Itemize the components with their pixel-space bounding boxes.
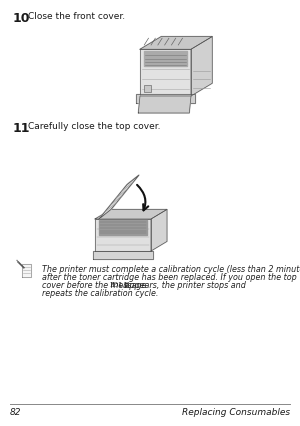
Text: IDLE: IDLE [110, 280, 130, 288]
Polygon shape [99, 220, 147, 236]
Polygon shape [136, 95, 195, 104]
Polygon shape [100, 176, 138, 219]
Text: Replacing Consumables: Replacing Consumables [182, 407, 290, 416]
Polygon shape [99, 176, 139, 219]
Text: 11: 11 [13, 122, 31, 135]
Text: cover before the message: cover before the message [42, 280, 149, 289]
Text: Carefully close the top cover.: Carefully close the top cover. [28, 122, 161, 131]
Polygon shape [22, 265, 31, 277]
Polygon shape [95, 219, 151, 251]
Bar [144, 86, 151, 92]
Polygon shape [140, 50, 191, 97]
Polygon shape [191, 37, 212, 97]
Polygon shape [151, 210, 167, 251]
Polygon shape [144, 52, 187, 67]
Polygon shape [95, 210, 167, 219]
Polygon shape [140, 37, 212, 50]
Text: 82: 82 [10, 407, 22, 416]
Text: appears, the printer stops and: appears, the printer stops and [122, 280, 246, 289]
Text: 10: 10 [13, 12, 31, 25]
Text: repeats the calibration cycle.: repeats the calibration cycle. [42, 288, 158, 297]
Polygon shape [138, 97, 191, 114]
Text: The printer must complete a calibration cycle (less than 2 minutes): The printer must complete a calibration … [42, 265, 300, 273]
Text: Close the front cover.: Close the front cover. [28, 12, 125, 21]
Polygon shape [93, 251, 153, 259]
Text: after the toner cartridge has been replaced. If you open the top: after the toner cartridge has been repla… [42, 272, 297, 281]
